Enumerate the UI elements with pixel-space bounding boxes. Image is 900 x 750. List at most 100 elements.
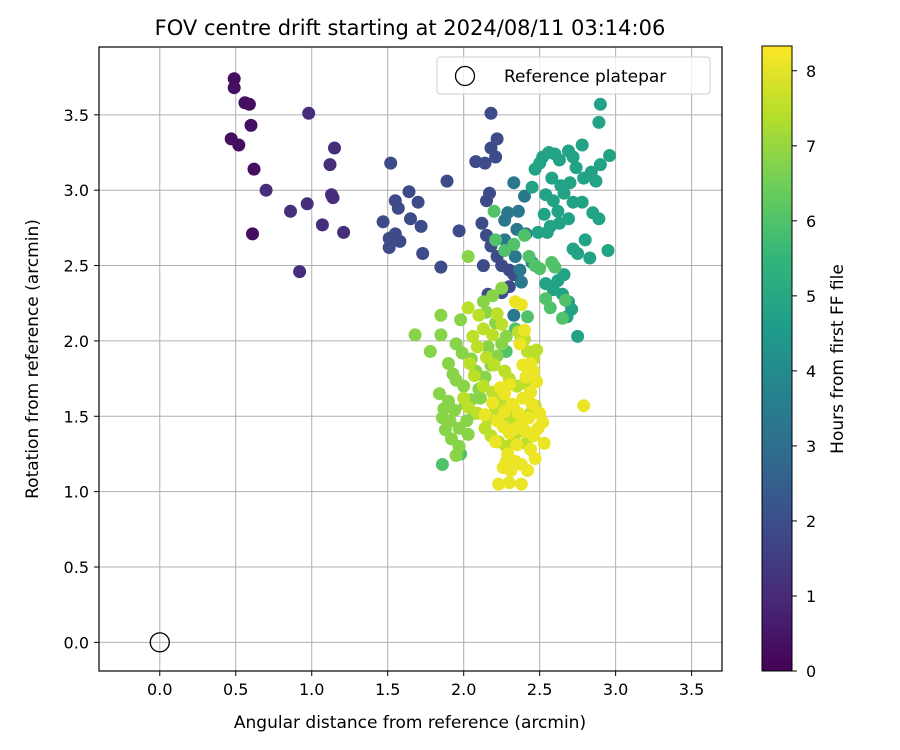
scatter-point (577, 399, 591, 413)
scatter-point (454, 313, 468, 327)
scatter-point (284, 204, 297, 218)
scatter-point (461, 400, 475, 414)
x-tick-label: 2.5 (527, 680, 552, 699)
scatter-point (540, 225, 554, 239)
scatter-point (315, 218, 329, 232)
scatter-point (571, 329, 585, 343)
colorbar-tick-label: 3 (806, 437, 816, 456)
scatter-point (508, 250, 522, 263)
scatter-point (531, 225, 545, 239)
scatter-point (552, 153, 566, 167)
x-tick-label: 1.0 (299, 680, 324, 699)
reference-platepar-marker (149, 632, 170, 653)
scatter-point (461, 250, 475, 263)
scatter-point (511, 204, 525, 218)
scatter-point (498, 213, 512, 227)
scatter-point (487, 204, 501, 218)
scatter-point (562, 212, 575, 226)
scatter-point (592, 212, 606, 226)
scatter-point (566, 150, 580, 164)
scatter-point (489, 150, 503, 164)
colorbar-tick-label: 1 (806, 587, 816, 606)
scatter-point (476, 259, 490, 273)
scatter-point (593, 97, 607, 111)
scatter-point (514, 275, 528, 289)
scatter-point (507, 308, 521, 322)
scatter-point (536, 415, 550, 429)
scatter-point (551, 204, 565, 218)
colorbar-tick-label: 6 (806, 212, 816, 231)
scatter-point (533, 156, 547, 170)
scatter-point (495, 317, 509, 331)
scatter-point (495, 281, 509, 295)
scatter-point (411, 195, 425, 209)
scatter-point (507, 237, 521, 251)
scatter-point (448, 403, 462, 417)
scatter-point (518, 323, 531, 337)
y-axis-label: Rotation from reference (arcmin) (23, 219, 43, 499)
scatter-point (478, 408, 492, 422)
scatter-point (505, 397, 519, 411)
scatter-point (518, 189, 531, 203)
scatter-point (563, 176, 577, 190)
x-tick-label: 3.5 (679, 680, 704, 699)
scatter-point (559, 293, 572, 307)
scatter-point (227, 81, 241, 95)
scatter-point (537, 436, 551, 450)
y-tick-label: 0.5 (64, 558, 89, 577)
y-tick-label: 3.5 (64, 106, 89, 125)
colorbar-label: Hours from first FF file (828, 264, 848, 454)
scatter-point (326, 191, 340, 205)
scatter-point (524, 442, 537, 456)
colorbar-tick-label: 8 (806, 62, 816, 81)
scatter-point (416, 247, 430, 260)
scatter-point (548, 260, 562, 274)
scatter-point (423, 345, 437, 358)
scatter-point (601, 244, 615, 257)
scatter-point (556, 311, 569, 325)
scatter-point (537, 207, 551, 221)
scatter-points (224, 72, 617, 491)
scatter-point (546, 194, 560, 208)
scatter-point (473, 391, 487, 405)
y-axis: 0.0 0.5 1.0 1.5 2.0 2.5 3.0 3.5 (64, 106, 99, 652)
scatter-point (300, 197, 314, 211)
legend-box (436, 56, 711, 95)
colorbar-tick-label: 7 (806, 137, 816, 156)
scatter-point (603, 149, 617, 162)
y-tick-label: 2.0 (64, 332, 89, 351)
colorbar-tick-label: 4 (806, 362, 816, 381)
x-tick-label: 2.0 (451, 680, 476, 699)
scatter-point (557, 268, 571, 282)
scatter-point (302, 106, 316, 120)
scatter-point (414, 219, 428, 233)
scatter-point (525, 180, 539, 194)
legend-open-circle-marker (454, 65, 476, 87)
scatter-point (516, 391, 530, 405)
scatter-point (259, 183, 273, 197)
scatter-point (463, 357, 477, 370)
y-tick-label: 0.0 (64, 633, 89, 652)
scatter-point (478, 156, 492, 170)
scatter-point (510, 438, 524, 452)
scatter-point (511, 406, 525, 420)
scatter-point (246, 227, 259, 241)
scatter-point (481, 340, 495, 354)
scatter-point (487, 358, 501, 372)
scatter-point (476, 295, 490, 309)
scatter-point (461, 301, 475, 315)
scatter-point (578, 233, 592, 247)
scatter-point (525, 397, 539, 411)
scatter-point (486, 328, 500, 342)
scatter-point (476, 322, 490, 336)
x-axis-label: Angular distance from reference (arcmin) (234, 713, 586, 733)
scatter-point (404, 212, 417, 226)
scatter-point (457, 379, 471, 393)
scatter-point (328, 141, 341, 155)
legend-entry-reference-platepar: Reference platepar (504, 67, 666, 87)
scatter-point (435, 458, 449, 471)
scatter-point (569, 161, 583, 175)
scatter-point (490, 307, 504, 321)
scatter-point (533, 262, 547, 276)
scatter-point (589, 174, 603, 188)
